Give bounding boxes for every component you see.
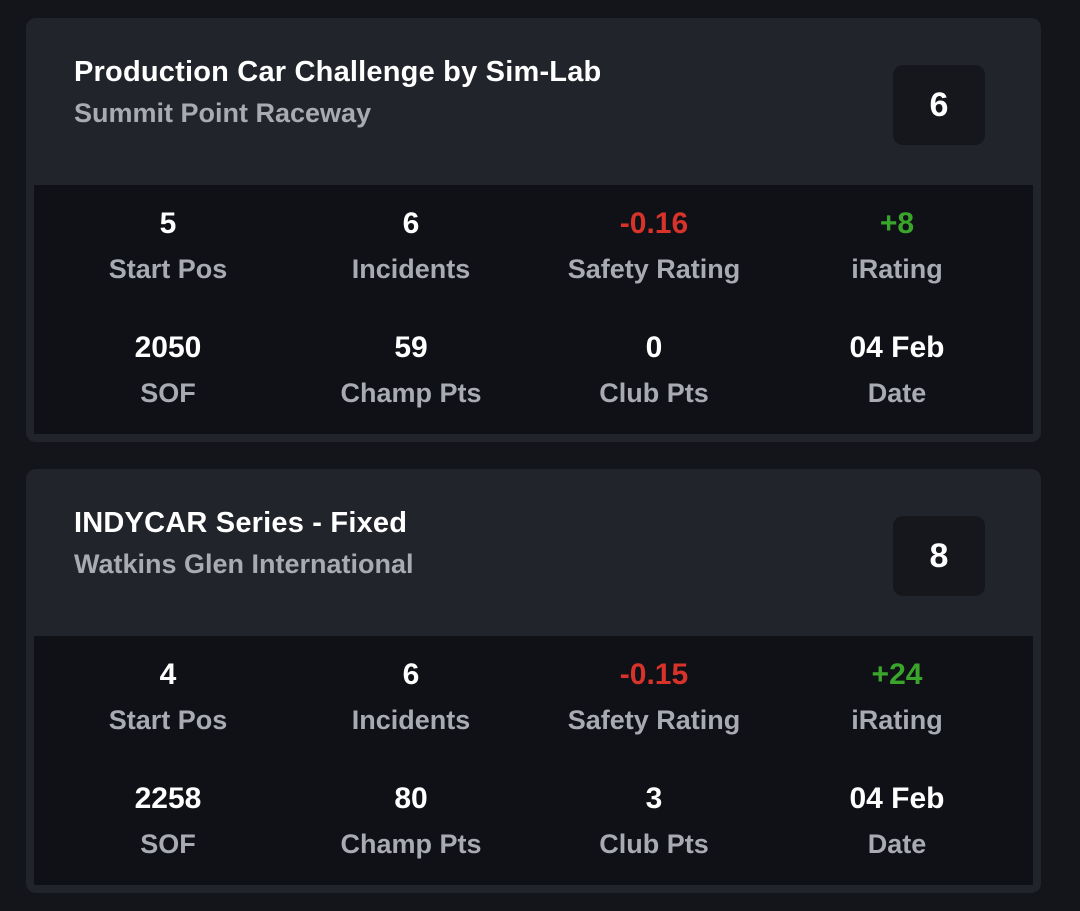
stat-label: iRating xyxy=(851,705,943,735)
stat-value: 2050 xyxy=(134,331,202,364)
stat-start-pos: 5 Start Pos xyxy=(48,207,288,285)
stat-value: 6 xyxy=(402,207,420,240)
stat-incidents: 6 Incidents xyxy=(291,658,531,736)
stat-value: 80 xyxy=(394,782,428,815)
stat-champ-pts: 80 Champ Pts xyxy=(291,782,531,860)
stat-safety-rating: -0.16 Safety Rating xyxy=(534,207,774,285)
stat-label: Date xyxy=(867,829,927,859)
stat-label: Safety Rating xyxy=(567,254,741,284)
stat-value: 0 xyxy=(645,331,663,364)
stat-value: 5 xyxy=(159,207,177,240)
finish-position-badge: 8 xyxy=(893,516,985,596)
stat-start-pos: 4 Start Pos xyxy=(48,658,288,736)
stat-value-negative: -0.15 xyxy=(619,658,689,691)
stat-safety-rating: -0.15 Safety Rating xyxy=(534,658,774,736)
stat-irating: +24 iRating xyxy=(777,658,1017,736)
stat-value: 3 xyxy=(645,782,663,815)
race-series-title: INDYCAR Series - Fixed xyxy=(74,507,408,539)
stat-value: 2258 xyxy=(134,782,202,815)
stat-label: Incidents xyxy=(351,254,471,284)
stat-label: Incidents xyxy=(351,705,471,735)
stat-date: 04 Feb Date xyxy=(777,331,1017,409)
stat-label: Start Pos xyxy=(108,254,228,284)
race-stats-panel: 5 Start Pos 6 Incidents -0.16 Safety Rat… xyxy=(34,185,1033,434)
race-result-card[interactable]: Production Car Challenge by Sim-Lab Summ… xyxy=(26,18,1041,442)
stat-value-negative: -0.16 xyxy=(619,207,689,240)
race-track-name: Summit Point Raceway xyxy=(74,98,372,128)
stat-value: 6 xyxy=(402,658,420,691)
stat-irating: +8 iRating xyxy=(777,207,1017,285)
stat-value-positive: +8 xyxy=(879,207,915,240)
race-card-header[interactable]: INDYCAR Series - Fixed Watkins Glen Inte… xyxy=(26,469,1041,636)
stat-label: SOF xyxy=(140,829,196,859)
race-card-header[interactable]: Production Car Challenge by Sim-Lab Summ… xyxy=(26,18,1041,185)
stat-club-pts: 0 Club Pts xyxy=(534,331,774,409)
stat-label: SOF xyxy=(140,378,196,408)
stat-sof: 2258 SOF xyxy=(48,782,288,860)
stat-incidents: 6 Incidents xyxy=(291,207,531,285)
stat-champ-pts: 59 Champ Pts xyxy=(291,331,531,409)
race-track-name: Watkins Glen International xyxy=(74,549,414,579)
finish-position-badge: 6 xyxy=(893,65,985,145)
stat-date: 04 Feb Date xyxy=(777,782,1017,860)
stat-value: 4 xyxy=(159,658,177,691)
stat-label: iRating xyxy=(851,254,943,284)
stat-label: Date xyxy=(867,378,927,408)
stat-label: Club Pts xyxy=(599,829,709,859)
stat-value-positive: +24 xyxy=(871,658,923,691)
stat-label: Champ Pts xyxy=(340,378,482,408)
stat-value: 04 Feb xyxy=(849,331,945,364)
stat-value: 04 Feb xyxy=(849,782,945,815)
stat-label: Safety Rating xyxy=(567,705,741,735)
stat-club-pts: 3 Club Pts xyxy=(534,782,774,860)
race-result-card[interactable]: INDYCAR Series - Fixed Watkins Glen Inte… xyxy=(26,469,1041,893)
race-stats-panel: 4 Start Pos 6 Incidents -0.15 Safety Rat… xyxy=(34,636,1033,885)
stat-label: Club Pts xyxy=(599,378,709,408)
race-series-title: Production Car Challenge by Sim-Lab xyxy=(74,56,602,88)
stat-value: 59 xyxy=(394,331,428,364)
stat-label: Champ Pts xyxy=(340,829,482,859)
stat-label: Start Pos xyxy=(108,705,228,735)
stat-sof: 2050 SOF xyxy=(48,331,288,409)
